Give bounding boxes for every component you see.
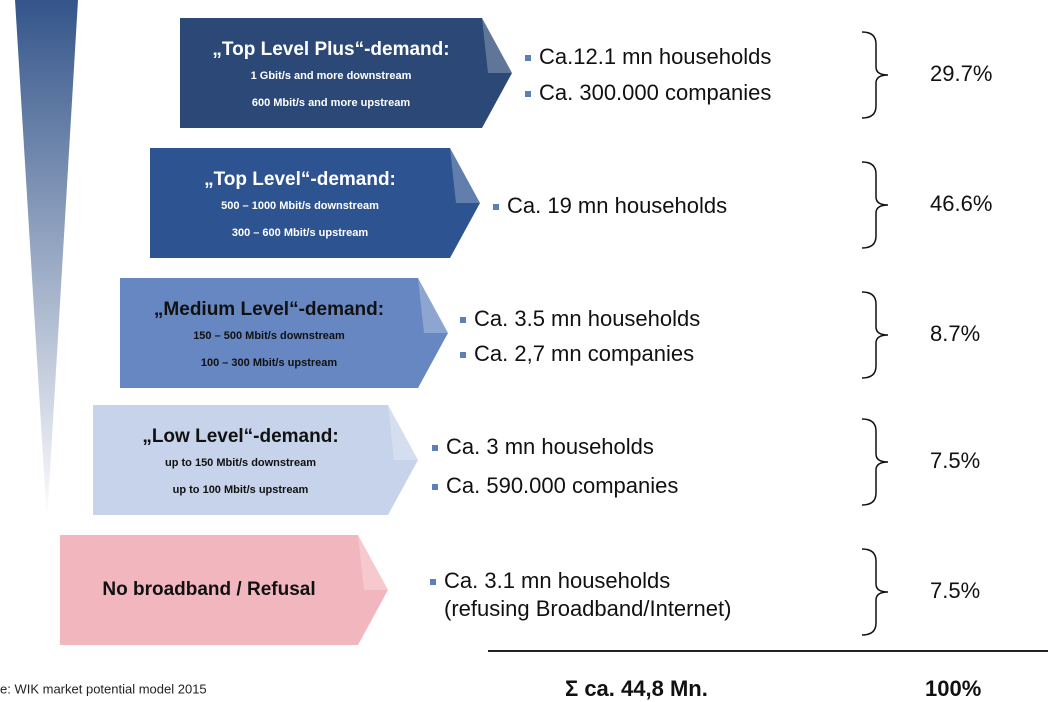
source: e: WIK market potential model 2015 <box>0 681 207 696</box>
level-box <box>93 405 418 515</box>
level-spec: 100 – 300 Mbit/s upstream <box>201 357 338 369</box>
item: Ca. 590.000 companies <box>446 473 678 498</box>
bullet <box>432 445 438 451</box>
bullet <box>525 91 531 97</box>
brace <box>861 31 889 119</box>
level-box <box>150 148 480 258</box>
level-box <box>120 278 448 388</box>
total: Σ ca. 44,8 Mn. <box>565 676 708 701</box>
item: Ca.12.1 mn households <box>539 44 771 69</box>
level-spec: 500 – 1000 Mbit/s downstream <box>221 200 379 212</box>
bullet <box>460 352 466 358</box>
box-highlight <box>358 535 388 590</box>
share: 29.7% <box>930 61 992 86</box>
level-title: „Low Level“-demand: <box>142 426 338 447</box>
box-highlight <box>418 278 448 333</box>
level-title: „Medium Level“-demand: <box>154 299 384 320</box>
box-highlight <box>482 18 512 73</box>
level-spec: 600 Mbit/s and more upstream <box>252 97 411 109</box>
brace <box>861 291 889 379</box>
box-highlight <box>450 148 480 203</box>
box-highlight <box>388 405 418 460</box>
bullet <box>525 55 531 61</box>
brace <box>861 548 889 636</box>
item: Ca. 3 mn households <box>446 434 654 459</box>
brace <box>861 161 889 249</box>
level-spec: 300 – 600 Mbit/s upstream <box>232 227 369 239</box>
item: Ca. 3.5 mn households <box>474 306 700 331</box>
level-title: „Top Level“-demand: <box>204 169 396 190</box>
level-box <box>60 535 388 645</box>
level-title: No broadband / Refusal <box>102 579 315 600</box>
item: Ca. 300.000 companies <box>539 80 771 105</box>
share: 7.5% <box>930 578 980 603</box>
share: 7.5% <box>930 448 980 473</box>
share: 8.7% <box>930 321 980 346</box>
bullet <box>493 204 499 210</box>
item: Ca. 3.1 mn households <box>444 568 670 593</box>
level-title: „Top Level Plus“-demand: <box>212 39 449 60</box>
level-spec: up to 100 Mbit/s upstream <box>173 484 309 496</box>
level-spec: 1 Gbit/s and more downstream <box>251 70 412 82</box>
level-box <box>180 18 512 128</box>
bullet <box>460 317 466 323</box>
item: Ca. 19 mn households <box>507 193 727 218</box>
bullet <box>430 579 436 585</box>
item: Ca. 2,7 mn companies <box>474 341 694 366</box>
demand-wedge <box>15 0 78 522</box>
brace <box>861 418 889 506</box>
share: 46.6% <box>930 191 992 216</box>
level-spec: up to 150 Mbit/s downstream <box>165 457 316 469</box>
level-spec: 150 – 500 Mbit/s downstream <box>193 330 345 342</box>
item: (refusing Broadband/Internet) <box>444 596 731 621</box>
total-share: 100% <box>925 676 981 701</box>
bullet <box>432 484 438 490</box>
